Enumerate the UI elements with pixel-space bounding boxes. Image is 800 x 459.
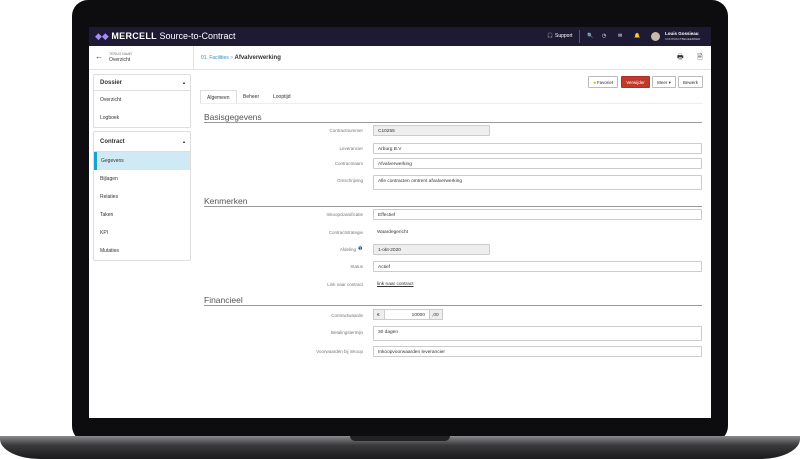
sidebar-item-bijlagen[interactable]: Bijlagen (100, 176, 118, 182)
top-navbar: ◆◆ MERCELL Source-to-Contract 🎧 Support … (89, 27, 711, 46)
contractnaam-field[interactable]: Afvalverwerking (373, 158, 702, 169)
contractwaarde-field[interactable]: 10000 (411, 313, 425, 318)
edit-button[interactable]: Bewerk (678, 76, 703, 88)
decimals-addon: ,00 (429, 310, 442, 319)
divider (204, 206, 702, 207)
info-icon[interactable]: ❶ (358, 246, 363, 252)
headset-icon: 🎧 (547, 33, 554, 39)
divider (193, 46, 194, 70)
sidebar-contract: Contract ▴ Gegevens Bijlagen Relaties Tak… (93, 131, 191, 261)
laptop-base (0, 436, 800, 459)
subheader: ← TERUG NAAR Overzicht 01. Facilities > … (89, 46, 711, 70)
user-role: CONTRACTBEHEERDER (665, 37, 701, 41)
sidebar-item-relaties[interactable]: Relaties (100, 194, 119, 200)
afdeling-field[interactable]: 1-okt-2020 (373, 244, 490, 255)
label-afdeling: Afdeling (339, 247, 356, 252)
section-financieel: Financieel (204, 295, 243, 305)
chevron-up-icon: ▴ (182, 139, 185, 144)
back-caption: TERUG NAAR (109, 52, 132, 56)
sidebar-contract-header[interactable]: Contract ▴ (94, 132, 190, 152)
label-status: Status (350, 264, 363, 269)
label-contractnaam: Contractnaam (334, 161, 363, 166)
delete-button[interactable]: Verwijder (621, 76, 650, 88)
label-voorwaarden-bij-inkoop: Voorwaarden bij inkoop (316, 349, 363, 354)
label-inkoopclassificatie: Inkoopclassificatie (326, 212, 363, 217)
more-dropdown[interactable]: Meer ▾ (652, 76, 676, 88)
section-kenmerken: Kenmerken (204, 196, 248, 206)
support-link[interactable]: Support (555, 33, 573, 39)
sidebar-dossier: Dossier ▴ Overzicht Logboek (93, 74, 191, 128)
label-contractnummer: Contractnummer (329, 128, 363, 133)
divider (204, 122, 702, 123)
back-arrow-icon[interactable]: ← (95, 52, 103, 61)
search-icon[interactable]: 🔍 (587, 33, 594, 39)
sidebar-item-kpi[interactable]: KPI (100, 230, 109, 236)
mail-icon[interactable]: ✉ (618, 33, 623, 39)
divider (204, 305, 702, 306)
page-title: Afvalverwerking (234, 55, 281, 61)
label-contractstrategie: Contractstrategie (328, 230, 363, 235)
app-screen: ◆◆ MERCELL Source-to-Contract 🎧 Support … (89, 27, 711, 418)
print-icon[interactable]: 🖶 (677, 54, 684, 61)
tab-algemeen[interactable]: Algemeen (200, 90, 237, 104)
history-icon[interactable]: ◷ (602, 33, 607, 39)
inkoopclassificatie-field[interactable]: Effectief (373, 209, 702, 220)
leverancier-field[interactable]: Arburg B.V (373, 143, 702, 154)
sidebar-item-mutaties[interactable]: Mutaties (100, 248, 119, 254)
contractnummer-field[interactable]: C10255 (373, 125, 490, 136)
bell-icon[interactable]: 🔔 (634, 33, 641, 39)
logo[interactable]: ◆◆ MERCELL Source-to-Contract (95, 31, 236, 41)
breadcrumb-parent[interactable]: 01. Facilities (201, 55, 229, 61)
pdf-icon[interactable]: 🗎 (697, 54, 703, 61)
tabs-underline (200, 103, 703, 104)
omschrijving-field[interactable]: Alle contracten omtrent afvalverwerking (373, 175, 702, 190)
betalingstermijn-field[interactable]: 30 dagen (373, 326, 702, 341)
label-link-naar-contract: Link naar contract (327, 282, 363, 287)
breadcrumb-separator: > (230, 55, 234, 61)
divider (579, 30, 580, 43)
tab-looptijd[interactable]: Looptijd (273, 94, 291, 100)
user-name[interactable]: Louis Gossieau (665, 31, 699, 36)
voorwaarden-field[interactable]: Inkoopvoorwaarden leverancier (373, 346, 702, 357)
breadcrumb: 01. Facilities > Afvalverwerking (201, 55, 281, 61)
sidebar-item-taken[interactable]: Taken (100, 212, 114, 218)
avatar[interactable] (651, 32, 660, 41)
star-icon: ★ (592, 80, 597, 85)
laptop-notch (350, 436, 450, 441)
contract-link[interactable]: link naar contract (377, 282, 414, 287)
sidebar-item-logboek[interactable]: Logboek (100, 115, 120, 121)
status-field[interactable]: Actief (373, 261, 702, 272)
back-link[interactable]: Overzicht (109, 57, 131, 63)
currency-addon: € (374, 310, 385, 319)
sidebar-item-gegevens[interactable]: Gegevens (94, 152, 190, 170)
sidebar-item-overzicht[interactable]: Overzicht (100, 97, 122, 103)
label-omschrijving: Omschrijving (336, 178, 363, 183)
favorite-button[interactable]: ★Favoriet (588, 76, 618, 88)
label-betalingstermijn: Betalingstermijn (330, 330, 363, 335)
tab-beheer[interactable]: Beheer (243, 94, 260, 100)
chevron-up-icon: ▴ (182, 80, 185, 85)
section-basisgegevens: Basisgegevens (204, 112, 262, 122)
label-contractwaarde: Contractwaarde (331, 313, 363, 318)
label-leverancier: Leverancier (339, 146, 363, 151)
contractwaarde-input-group: € 10000 ,00 (373, 309, 443, 320)
contractstrategie-value: Waardegericht (377, 230, 409, 235)
sidebar-dossier-header[interactable]: Dossier ▴ (94, 75, 190, 91)
